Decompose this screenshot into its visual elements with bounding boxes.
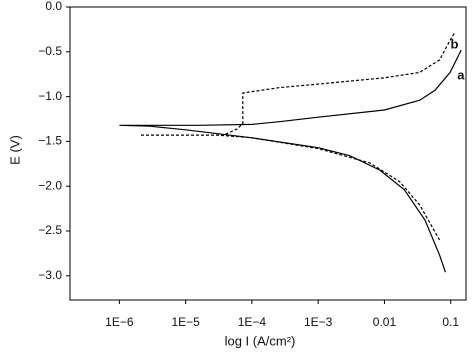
curve-label: b <box>450 36 458 51</box>
x-tick-label: 1E−6 <box>105 315 134 329</box>
y-tick-label: −3.0 <box>38 268 62 282</box>
x-tick-label: 0.1 <box>442 315 459 329</box>
x-tick-label: 0.01 <box>373 315 397 329</box>
y-tick-label: −2.5 <box>38 223 62 237</box>
y-tick-label: −1.5 <box>38 134 62 148</box>
x-tick-label: 1E−5 <box>171 315 200 329</box>
y-tick-label: −2.0 <box>38 178 62 192</box>
x-tick-label: 1E−4 <box>238 315 267 329</box>
plot-frame <box>69 6 467 301</box>
y-axis-label: E (V) <box>7 135 22 165</box>
data-line <box>139 32 456 241</box>
x-tick-label: 1E−3 <box>304 315 333 329</box>
y-tick-label: 0.0 <box>45 0 62 13</box>
data-line <box>119 49 462 273</box>
y-tick-label: −1.0 <box>38 89 62 103</box>
curve-label: a <box>457 67 465 82</box>
x-axis-label: log I (A/cm²) <box>225 333 296 348</box>
y-tick-label: −0.5 <box>38 44 62 58</box>
